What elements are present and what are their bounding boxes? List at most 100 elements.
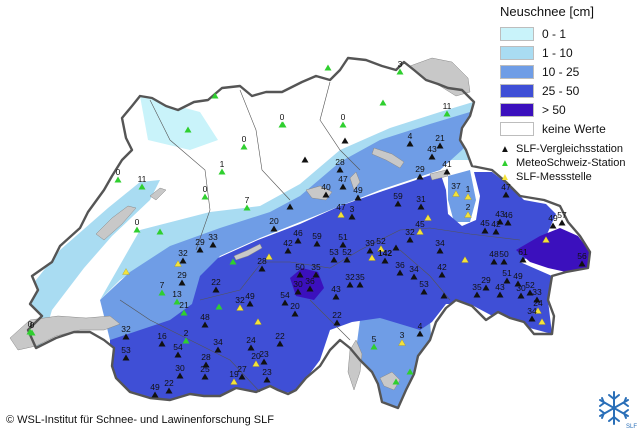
station-value-label: 22: [211, 277, 221, 287]
lake-thun: [233, 243, 263, 261]
legend-swatch: [500, 122, 534, 136]
station-value-label: 59: [312, 231, 322, 241]
station-value-label: 54: [173, 342, 183, 352]
station-value-label: 1: [220, 159, 225, 169]
green-triangle-icon: ▲: [500, 157, 510, 169]
meteoschweiz-station-marker: [370, 343, 378, 350]
station-value-label: 59: [393, 191, 403, 201]
station-value-label: 49: [353, 185, 363, 195]
station-value-label: 4: [418, 321, 423, 331]
station-value-label: 48: [489, 249, 499, 259]
station-value-label: 20: [251, 351, 261, 361]
slf-station-marker: [490, 258, 498, 265]
meteoschweiz-station-marker: [278, 121, 286, 128]
legend-symbol-label: MeteoSchweiz-Station: [516, 157, 626, 169]
slf-station-marker: [165, 387, 173, 394]
station-value-label: 29: [177, 270, 187, 280]
station-value-label: 24: [246, 335, 256, 345]
lake-zug: [349, 171, 361, 191]
slf-station-marker: [322, 191, 330, 198]
station-value-label: 27: [237, 364, 247, 374]
slf-station-marker: [178, 279, 186, 286]
slf-station-marker: [343, 256, 351, 263]
station-value-label: 56: [577, 251, 587, 261]
station-value-label: 29: [415, 164, 425, 174]
slf-station-marker: [313, 240, 321, 247]
country-border: [26, 56, 592, 410]
station-value-label: 24: [533, 298, 543, 308]
station-value-label: 28: [335, 157, 345, 167]
station-value-label: 3: [398, 59, 403, 69]
meteoschweiz-station-marker: [339, 121, 347, 128]
meteoschweiz-station-marker: [211, 92, 219, 99]
slf-station-marker: [496, 291, 504, 298]
slf-station-marker: [440, 292, 448, 299]
slf-snowflake-logo: [599, 391, 629, 425]
zone-10-25: [100, 112, 478, 340]
slf-station-marker: [500, 258, 508, 265]
station-value-label: 42: [437, 262, 447, 272]
slf-station-marker: [174, 351, 182, 358]
station-value-label: 7: [160, 280, 165, 290]
station-value-label: 34: [527, 306, 537, 316]
station-value-label: 0: [280, 112, 285, 122]
slf-messstelle-marker: [542, 236, 550, 243]
slf-station-marker: [436, 247, 444, 254]
legend-swatch: [500, 46, 534, 60]
lake-geneva: [9, 315, 121, 351]
meteoschweiz-station-marker: [28, 329, 36, 336]
station-value-label: 32: [345, 272, 355, 282]
legend-symbol-2: ▲ SLF-Messstelle: [500, 170, 640, 184]
slf-messstelle-marker: [424, 214, 432, 221]
legend-symbol-label: SLF-Vergleichsstation: [516, 143, 623, 155]
station-value-label: 2: [184, 328, 189, 338]
slf-station-marker: [294, 288, 302, 295]
station-value-label: 42: [283, 238, 293, 248]
legend-class-label: > 50: [542, 103, 566, 117]
station-value-label: 51: [338, 232, 348, 242]
slf-station-marker: [214, 346, 222, 353]
region-borders: [119, 81, 521, 393]
slf-messstelle-marker: [416, 228, 424, 235]
slf-station-marker: [201, 373, 209, 380]
station-value-label: 46: [293, 228, 303, 238]
lake-neuchatel: [95, 205, 137, 241]
station-value-label: 35: [311, 262, 321, 272]
legend-class-label: 1 - 10: [542, 46, 573, 60]
slf-station-marker: [416, 330, 424, 337]
slf-station-marker: [381, 257, 389, 264]
station-value-label: 41: [442, 159, 452, 169]
legend-class-label: 25 - 50: [542, 84, 580, 98]
station-value-label: 32: [405, 227, 415, 237]
slf-station-marker: [209, 241, 217, 248]
station-value-label: 39: [365, 238, 375, 248]
slf-station-marker: [517, 292, 525, 299]
meteoschweiz-station-marker: [406, 368, 414, 375]
slf-station-marker: [492, 228, 500, 235]
station-value-label: 30: [175, 363, 185, 373]
station-value-label: 36: [305, 276, 315, 286]
station-value-label: 11: [443, 101, 452, 111]
legend-symbols: ▲ SLF-Vergleichsstation ▲ MeteoSchweiz-Stat…: [500, 142, 640, 184]
slf-station-marker: [438, 271, 446, 278]
slf-station-marker: [276, 340, 284, 347]
slf-station-marker: [201, 321, 209, 328]
slf-station-marker: [286, 203, 294, 210]
slf-messstelle-marker: [122, 268, 130, 275]
station-value-label: 16: [157, 331, 167, 341]
legend-symbol-1: ▲ MeteoSchweiz-Station: [500, 156, 640, 170]
station-value-label: 29: [481, 275, 491, 285]
legend-swatch: [500, 103, 534, 117]
station-value-label: 43: [495, 282, 505, 292]
station-value-label: 3: [350, 204, 355, 214]
slf-messstelle-marker: [538, 318, 546, 325]
station-value-label: 22: [332, 310, 342, 320]
zone-over-50-east: [516, 228, 590, 272]
slf-station-marker: [417, 203, 425, 210]
slf-station-marker: [354, 194, 362, 201]
station-value-label: 46: [503, 210, 513, 220]
slf-station-marker: [312, 271, 320, 278]
station-value-label: 19: [229, 369, 239, 379]
legend-symbol-label: SLF-Messstelle: [516, 171, 592, 183]
slf-messstelle-marker: [265, 253, 273, 260]
